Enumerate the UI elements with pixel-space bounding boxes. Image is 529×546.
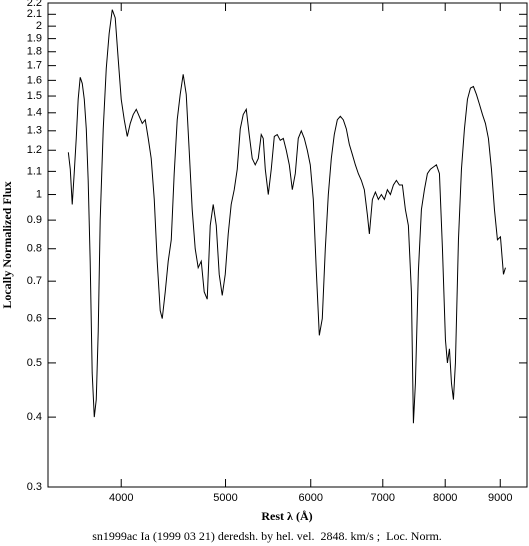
- x-tick-label: 4000: [109, 492, 133, 504]
- y-tick-label: 0.5: [27, 357, 42, 369]
- y-tick-label: 1.7: [27, 60, 42, 72]
- y-tick-label: 0.8: [27, 243, 42, 255]
- y-tick-label: 1.3: [27, 125, 42, 137]
- x-tick-label: 6000: [298, 492, 322, 504]
- y-tick-label: 2.1: [27, 8, 42, 20]
- x-tick-label: 9000: [488, 492, 512, 504]
- y-tick-label: 1.5: [27, 90, 42, 102]
- y-axis-label: Locally Normalized Flux: [0, 181, 14, 308]
- x-tick-label: 7000: [371, 492, 395, 504]
- y-tick-label: 1.4: [27, 107, 42, 119]
- y-tick-label: 1.6: [27, 74, 42, 86]
- x-tick-label: 5000: [213, 492, 237, 504]
- y-tick-label: 0.6: [27, 313, 42, 325]
- x-axis-label: Rest λ (Å): [261, 509, 312, 523]
- y-tick-label: 1.1: [27, 165, 42, 177]
- y-tick-label: 1.2: [27, 144, 42, 156]
- y-tick-label: 1.9: [27, 33, 42, 45]
- y-tick-label: 0.9: [27, 214, 42, 226]
- y-tick-label: 2: [36, 20, 42, 32]
- y-tick-label: 1.8: [27, 46, 42, 58]
- y-tick-label: 0.3: [27, 481, 42, 493]
- y-tick-label: 0.4: [27, 411, 42, 423]
- caption: sn1999ac Ia (1999 03 21) deredsh. by hel…: [92, 529, 442, 543]
- spectrum-line: [67, 9, 506, 424]
- plot-frame: [47, 2, 528, 488]
- y-tick-label: 1: [36, 188, 42, 200]
- y-tick-label: 0.7: [27, 275, 42, 287]
- y-tick-label: 2.2: [27, 0, 42, 9]
- x-tick-label: 8000: [433, 492, 457, 504]
